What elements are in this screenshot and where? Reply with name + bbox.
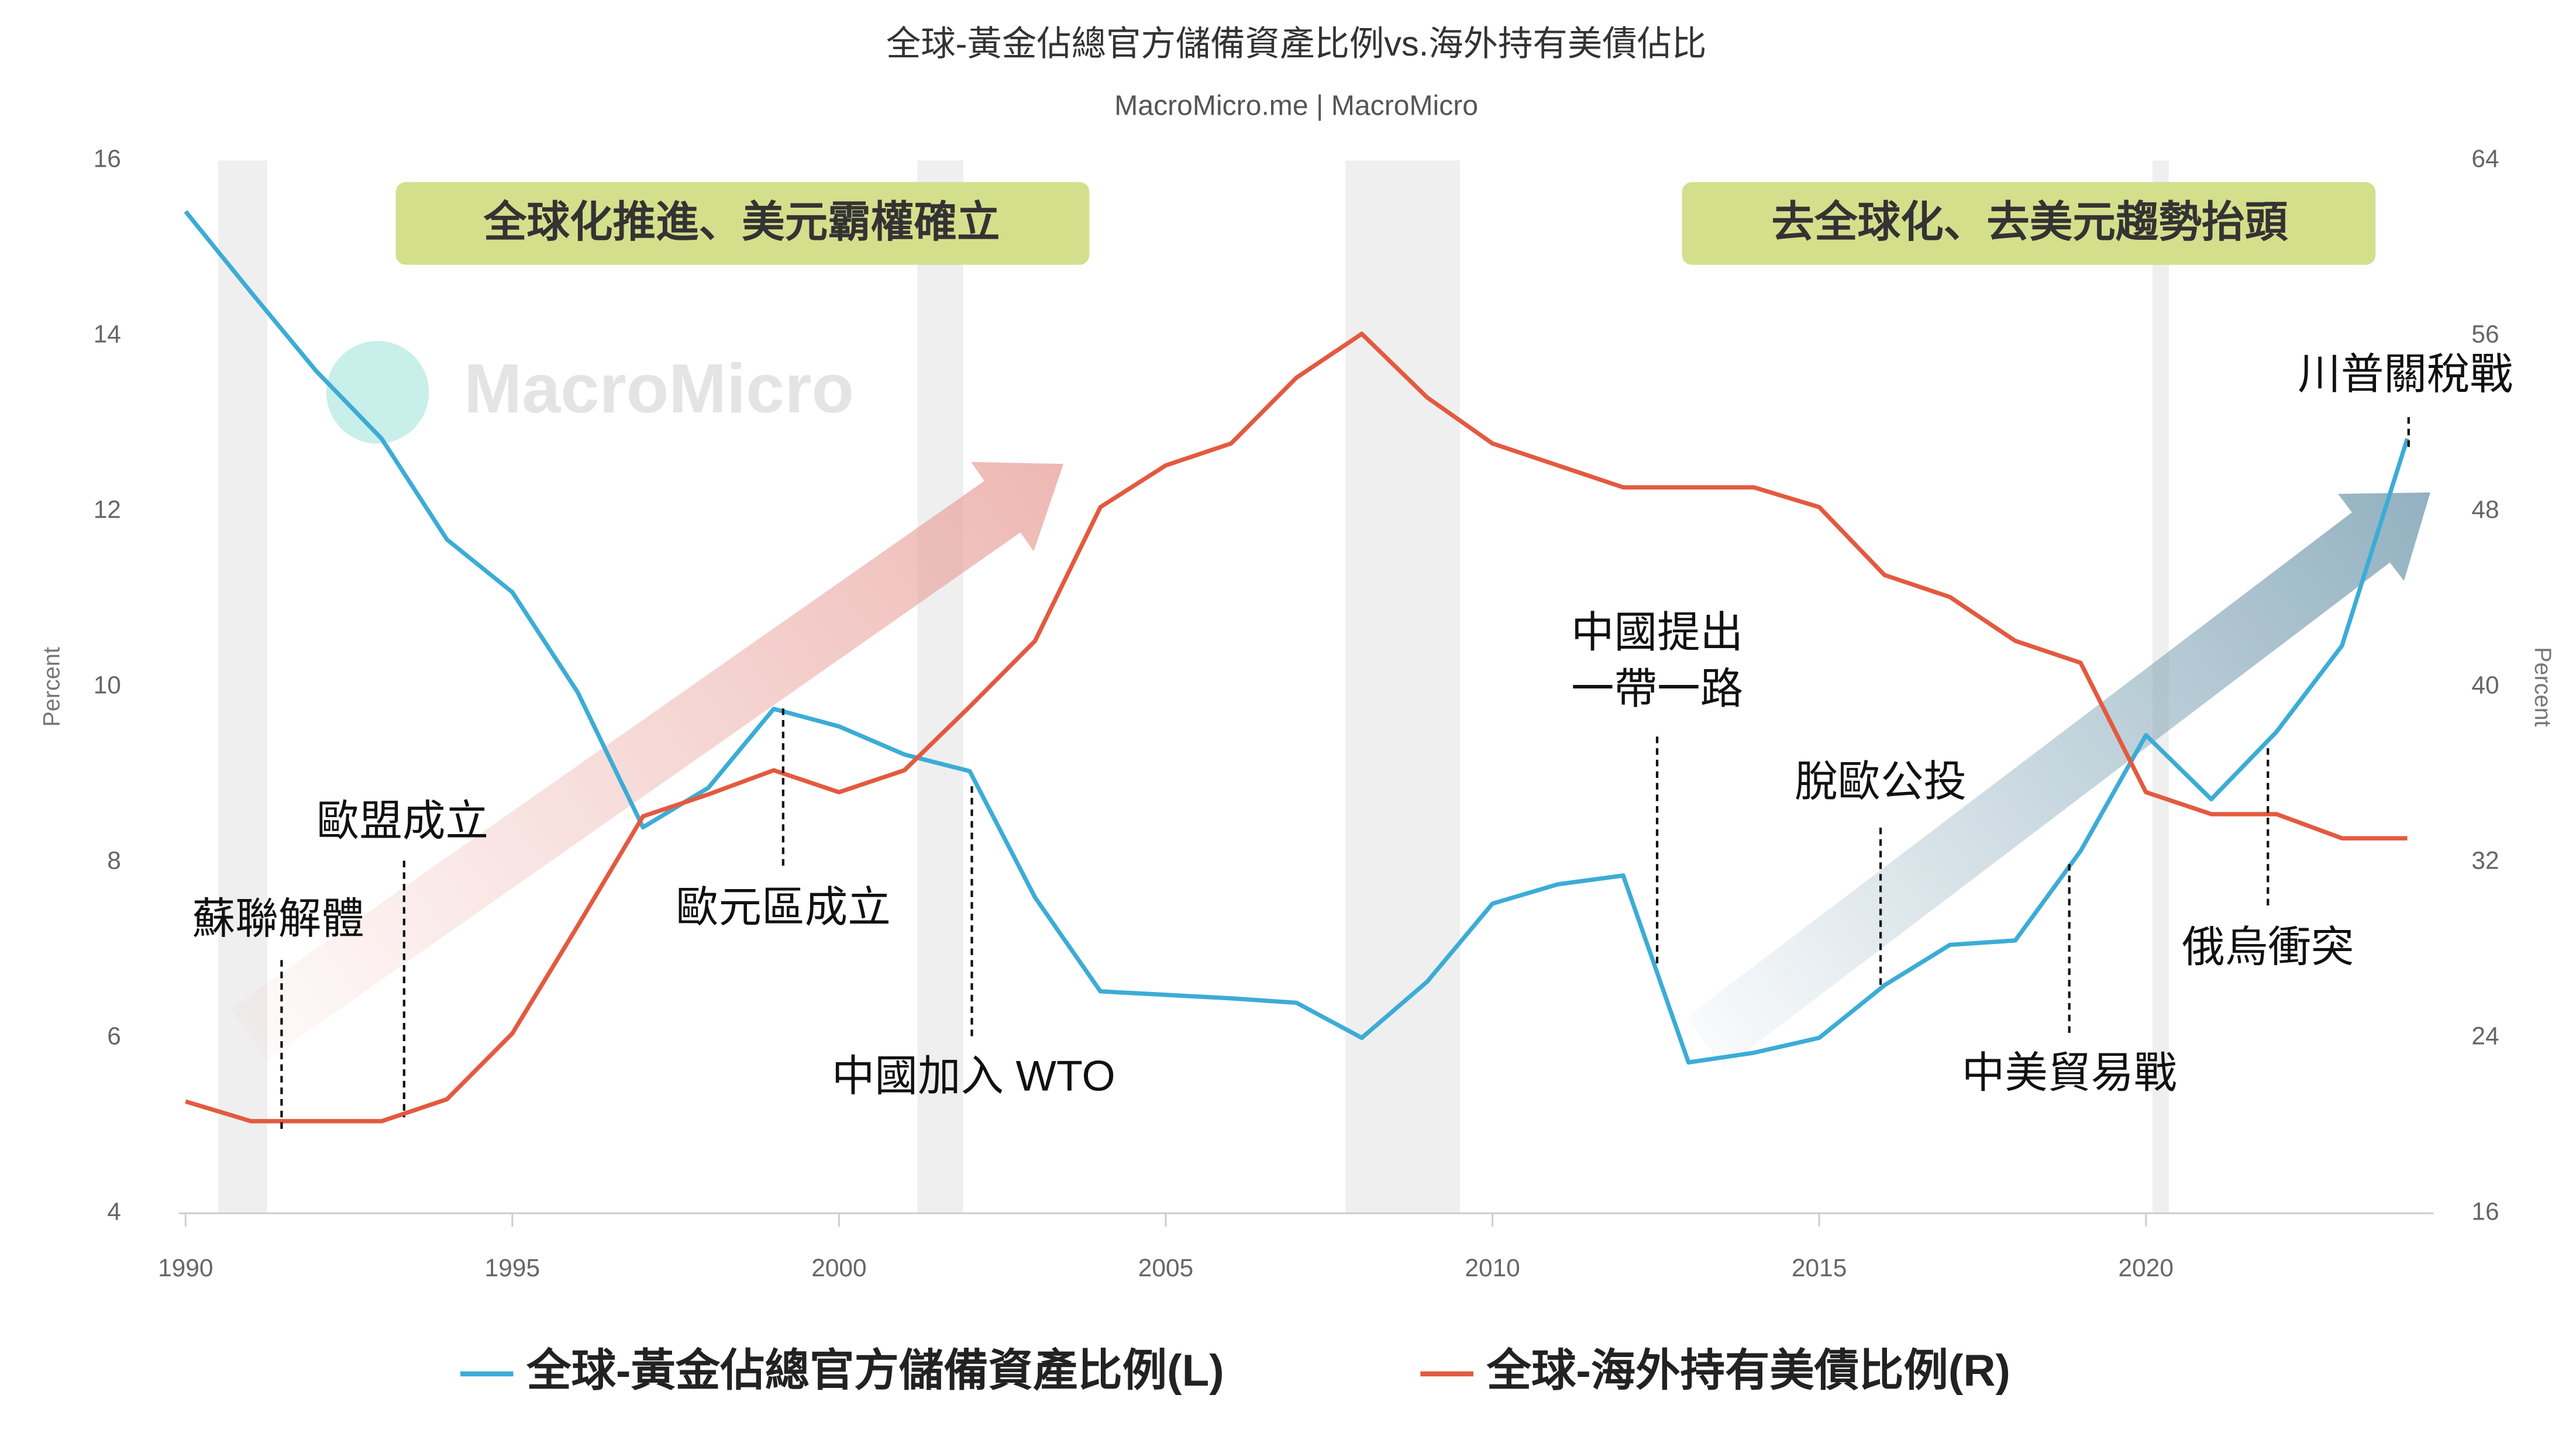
y-tick-label: 16 xyxy=(94,145,121,173)
series-line xyxy=(184,210,2410,1065)
x-tick-label: 2010 xyxy=(1465,1254,1520,1282)
y2-tick-label: 16 xyxy=(2471,1198,2499,1225)
annotation: 歐盟成立 xyxy=(316,797,488,845)
banner xyxy=(395,182,1090,265)
chart-title: 全球-黃金佔總官方儲備資產比例vs.海外持有美債佔比 xyxy=(886,24,1707,63)
trend-arrow xyxy=(230,461,1064,1060)
y-tick-label: 14 xyxy=(94,321,121,348)
banner-text: 全球化推進、美元霸權確立 xyxy=(483,197,1000,246)
y-axis-label: Percent xyxy=(39,647,64,727)
y-tick-label: 10 xyxy=(94,671,121,699)
y-tick-label: 6 xyxy=(107,1022,121,1050)
annotation: 俄烏衝突 xyxy=(2182,922,2354,971)
chart-subtitle: MacroMicro.me | MacroMicro xyxy=(1114,90,1478,122)
annotation: 川普關稅戰 xyxy=(2298,350,2513,398)
y-tick-label: 12 xyxy=(94,496,121,523)
watermark: MacroMicro xyxy=(464,350,854,428)
series-line xyxy=(185,332,2408,1124)
annotation: 中美貿易戰 xyxy=(1962,1048,2177,1097)
y2-tick-label: 48 xyxy=(2471,496,2499,523)
x-tick-label: 2000 xyxy=(811,1254,866,1282)
annotation: 中國加入 WTO xyxy=(832,1052,1115,1100)
shaded-period xyxy=(218,160,267,1214)
banner xyxy=(1682,182,2376,265)
x-tick-label: 2020 xyxy=(2119,1254,2174,1282)
y2-tick-label: 40 xyxy=(2471,671,2499,699)
annotation: 一帶一路 xyxy=(1571,664,1743,712)
trend-arrow xyxy=(1686,492,2430,1068)
x-tick-label: 2005 xyxy=(1138,1254,1193,1282)
y-tick-label: 4 xyxy=(107,1198,121,1225)
y2-tick-label: 56 xyxy=(2471,321,2499,348)
x-tick-label: 1995 xyxy=(485,1254,540,1282)
legend-label: 全球-海外持有美債比例(R) xyxy=(1486,1346,2010,1396)
annotation: 蘇聯解體 xyxy=(192,894,364,943)
legend-label: 全球-黃金佔總官方儲備資產比例(L) xyxy=(526,1346,1224,1396)
watermark-logo xyxy=(326,340,429,444)
annotation: 脫歐公投 xyxy=(1795,757,1967,805)
y2-axis-label: Percent xyxy=(2530,647,2556,727)
annotation: 中國提出 xyxy=(1571,608,1743,656)
y2-tick-label: 64 xyxy=(2471,145,2499,173)
shaded-period xyxy=(1345,160,1460,1214)
annotation: 歐元區成立 xyxy=(676,883,891,931)
banner-text: 去全球化、去美元趨勢抬頭 xyxy=(1771,197,2288,246)
y-tick-label: 8 xyxy=(107,847,121,874)
y2-tick-label: 24 xyxy=(2471,1022,2499,1050)
shaded-period xyxy=(917,160,963,1214)
x-tick-label: 1990 xyxy=(158,1254,213,1282)
x-tick-label: 2015 xyxy=(1792,1254,1847,1282)
y2-tick-label: 32 xyxy=(2471,847,2499,874)
